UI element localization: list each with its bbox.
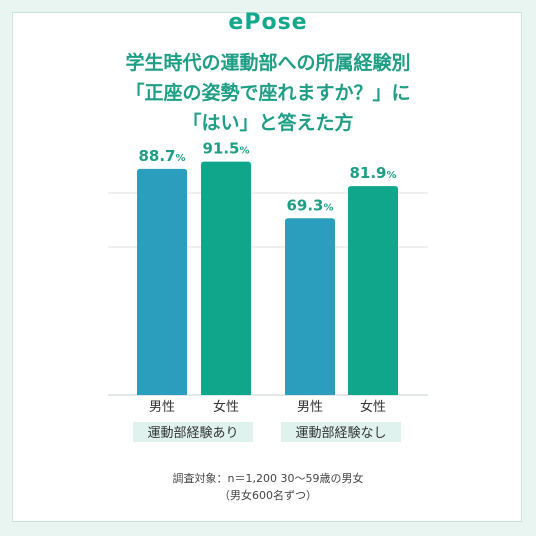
category-label-1-1: 男性 xyxy=(149,400,175,415)
chart-title: 学生時代の運動部への所属経験別 「正座の姿勢で座れますか？」に 「はい」と答えた… xyxy=(0,48,536,138)
bar-2-female xyxy=(348,186,398,395)
category-label-1-2: 女性 xyxy=(213,399,239,415)
title-line-2: 「正座の姿勢で座れますか？」に xyxy=(125,82,411,104)
bar-1-male xyxy=(137,168,187,395)
survey-note: 調査対象：n＝1,200 30〜59歳の男女 （男女600名ずつ） xyxy=(0,470,536,504)
data-label-1-1: 88.7% xyxy=(138,147,185,165)
data-label-2-2: 81.9% xyxy=(349,164,396,182)
group-label-2: 運動部経験なし xyxy=(295,426,386,441)
title-line-3: 「はい」と答えた方 xyxy=(182,112,354,134)
survey-note-line-1: 調査対象：n＝1,200 30〜59歳の男女 xyxy=(172,472,364,485)
category-label-2-2: 女性 xyxy=(360,399,386,415)
category-label-2-1: 男性 xyxy=(297,400,323,415)
group-label-bg-2 xyxy=(281,422,401,442)
chart-card xyxy=(12,12,522,522)
survey-note-line-2: （男女600名ずつ） xyxy=(219,489,317,502)
data-label-1-2: 91.5% xyxy=(202,140,249,158)
group-label-bg-1 xyxy=(133,422,253,442)
group-label-1: 運動部経験あり xyxy=(147,426,238,441)
bar-2-male xyxy=(285,218,335,395)
title-line-1: 学生時代の運動部への所属経験別 xyxy=(125,52,411,74)
brand-logo: ePose xyxy=(228,10,308,35)
bar-1-female xyxy=(201,161,251,395)
data-label-2-1: 69.3% xyxy=(286,196,333,214)
